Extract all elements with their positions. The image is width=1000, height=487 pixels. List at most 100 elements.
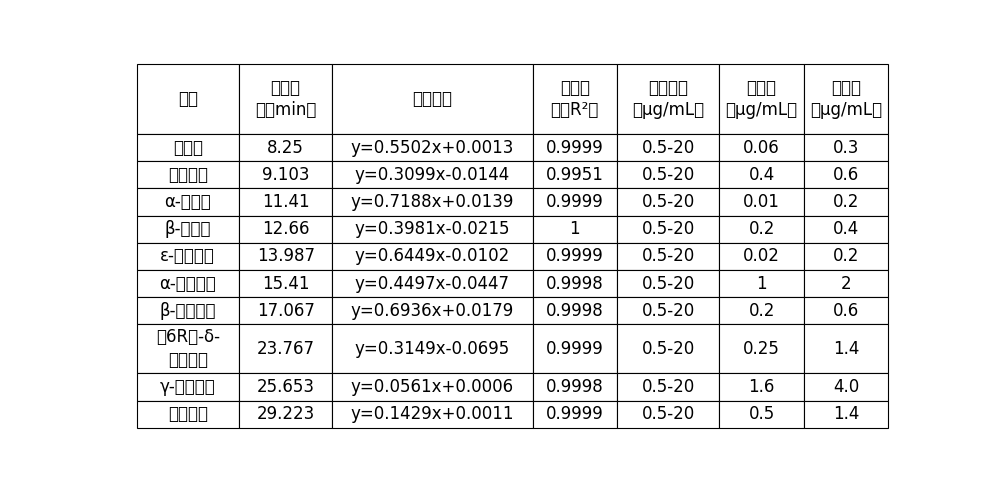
Text: 0.5-20: 0.5-20: [642, 275, 695, 293]
Bar: [533, 64, 617, 134]
Text: 4.0: 4.0: [833, 378, 859, 396]
Text: 0.3: 0.3: [833, 138, 859, 156]
Text: 0.5-20: 0.5-20: [642, 378, 695, 396]
Text: y=0.7188x+0.0139: y=0.7188x+0.0139: [351, 193, 514, 211]
Text: 0.2: 0.2: [833, 247, 859, 265]
Bar: [617, 324, 719, 374]
Text: y=0.5502x+0.0013: y=0.5502x+0.0013: [351, 138, 514, 156]
Text: 保留时
间（min）: 保留时 间（min）: [255, 78, 316, 119]
Bar: [719, 324, 804, 374]
Bar: [719, 64, 804, 134]
Bar: [332, 374, 533, 401]
Text: y=0.4497x-0.0447: y=0.4497x-0.0447: [355, 275, 510, 293]
Bar: [617, 270, 719, 297]
Bar: [719, 161, 804, 188]
Text: 1: 1: [756, 275, 767, 293]
Text: 23.767: 23.767: [257, 340, 315, 358]
Bar: [239, 401, 332, 428]
Bar: [804, 64, 888, 134]
Bar: [137, 188, 239, 216]
Bar: [239, 324, 332, 374]
Bar: [239, 297, 332, 324]
Text: 番茄红素: 番茄红素: [168, 405, 208, 423]
Text: 0.9999: 0.9999: [546, 193, 604, 211]
Bar: [533, 401, 617, 428]
Bar: [533, 374, 617, 401]
Bar: [533, 297, 617, 324]
Text: 0.25: 0.25: [743, 340, 780, 358]
Text: 11.41: 11.41: [262, 193, 309, 211]
Bar: [332, 401, 533, 428]
Bar: [617, 161, 719, 188]
Text: 0.4: 0.4: [833, 220, 859, 238]
Text: y=0.3099x-0.0144: y=0.3099x-0.0144: [355, 166, 510, 184]
Text: 0.01: 0.01: [743, 193, 780, 211]
Bar: [332, 297, 533, 324]
Bar: [804, 188, 888, 216]
Text: y=0.6936x+0.0179: y=0.6936x+0.0179: [351, 302, 514, 319]
Text: 0.5-20: 0.5-20: [642, 220, 695, 238]
Text: γ-胡萝卜素: γ-胡萝卜素: [160, 378, 216, 396]
Bar: [239, 188, 332, 216]
Text: 0.5-20: 0.5-20: [642, 138, 695, 156]
Bar: [804, 401, 888, 428]
Text: 0.4: 0.4: [748, 166, 775, 184]
Text: 线性范围
（μg/mL）: 线性范围 （μg/mL）: [632, 78, 704, 119]
Text: 0.9951: 0.9951: [546, 166, 604, 184]
Bar: [719, 297, 804, 324]
Bar: [617, 216, 719, 243]
Text: 0.2: 0.2: [748, 302, 775, 319]
Text: 0.6: 0.6: [833, 166, 859, 184]
Text: 0.9998: 0.9998: [546, 275, 604, 293]
Text: ε-胡萝卜素: ε-胡萝卜素: [160, 247, 215, 265]
Text: 组份: 组份: [178, 90, 198, 108]
Bar: [332, 243, 533, 270]
Bar: [617, 297, 719, 324]
Bar: [533, 161, 617, 188]
Text: 叶黄素: 叶黄素: [173, 138, 203, 156]
Text: 1.6: 1.6: [748, 378, 775, 396]
Text: y=0.3981x-0.0215: y=0.3981x-0.0215: [355, 220, 510, 238]
Text: 0.5-20: 0.5-20: [642, 247, 695, 265]
Text: 1: 1: [569, 220, 580, 238]
Text: 0.9999: 0.9999: [546, 247, 604, 265]
Text: 0.5-20: 0.5-20: [642, 340, 695, 358]
Text: β-胡萝卜素: β-胡萝卜素: [160, 302, 216, 319]
Text: 0.9999: 0.9999: [546, 340, 604, 358]
Bar: [804, 161, 888, 188]
Bar: [239, 374, 332, 401]
Text: 0.9999: 0.9999: [546, 138, 604, 156]
Bar: [137, 374, 239, 401]
Bar: [617, 64, 719, 134]
Text: 0.5: 0.5: [748, 405, 775, 423]
Bar: [332, 161, 533, 188]
Bar: [332, 216, 533, 243]
Bar: [239, 134, 332, 161]
Bar: [533, 324, 617, 374]
Text: y=0.0561x+0.0006: y=0.0561x+0.0006: [351, 378, 514, 396]
Bar: [804, 374, 888, 401]
Text: α-胡萝卜素: α-胡萝卜素: [159, 275, 216, 293]
Text: y=0.1429x+0.0011: y=0.1429x+0.0011: [351, 405, 514, 423]
Bar: [137, 134, 239, 161]
Text: 玉米黄素: 玉米黄素: [168, 166, 208, 184]
Text: 0.6: 0.6: [833, 302, 859, 319]
Bar: [239, 243, 332, 270]
Bar: [617, 188, 719, 216]
Text: α-隐黄素: α-隐黄素: [164, 193, 211, 211]
Text: 0.2: 0.2: [833, 193, 859, 211]
Bar: [719, 216, 804, 243]
Bar: [332, 134, 533, 161]
Bar: [804, 216, 888, 243]
Bar: [617, 401, 719, 428]
Text: 0.5-20: 0.5-20: [642, 166, 695, 184]
Bar: [719, 374, 804, 401]
Bar: [239, 161, 332, 188]
Bar: [617, 243, 719, 270]
Text: （6R）-δ-
胡萝卜素: （6R）-δ- 胡萝卜素: [156, 328, 220, 369]
Text: 17.067: 17.067: [257, 302, 315, 319]
Text: 15.41: 15.41: [262, 275, 309, 293]
Bar: [719, 134, 804, 161]
Bar: [137, 297, 239, 324]
Text: y=0.6449x-0.0102: y=0.6449x-0.0102: [355, 247, 510, 265]
